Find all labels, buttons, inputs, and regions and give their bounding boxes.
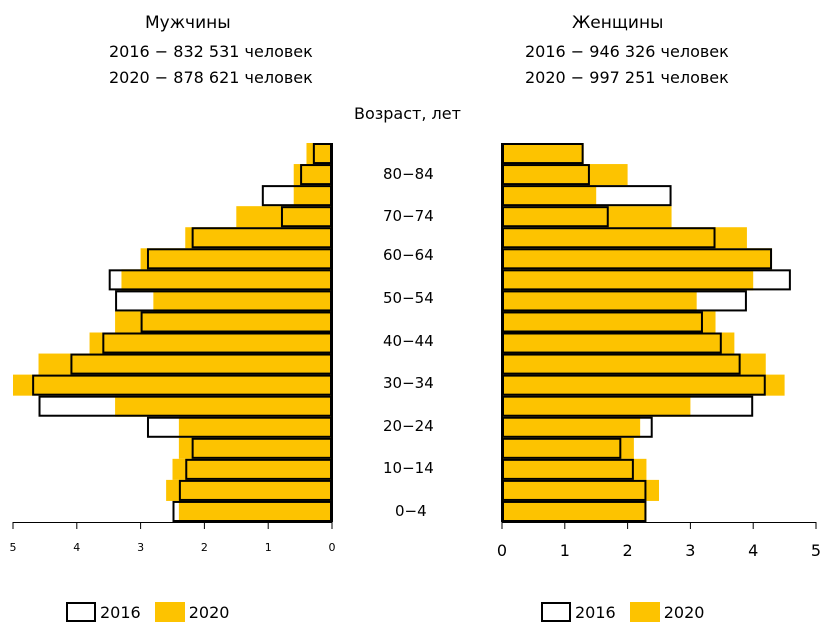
men-bar-2020 [115,311,332,333]
women-bar-2020 [502,458,647,480]
men-bar-2020 [293,164,332,186]
men-x-tick-label: 4 [73,541,80,554]
women-bar-2020 [502,185,597,207]
women-bar-2020 [502,479,659,501]
women-x-tick-label: 5 [811,541,821,560]
women-bar-2020 [502,164,628,186]
men-bar-2020 [38,353,333,375]
women-total-2020: 2020 − 997 251 человек [525,68,729,87]
men-x-tick-label: 1 [265,541,272,554]
men-total-2020: 2020 − 878 621 человек [109,68,313,87]
legend-2020-swatch [629,602,660,622]
men-bar-2020 [172,458,332,480]
men-bar-2020 [306,143,332,165]
men-x-tick-label: 3 [137,541,144,554]
women-bar-2020 [502,143,584,165]
age-label: 40−44 [383,332,434,350]
men-bar-2020 [115,395,332,417]
men-bar-2020 [178,500,332,522]
women-bar-2020 [502,374,785,396]
men-bar-2020 [89,332,332,354]
men-bar-2020 [293,185,332,207]
age-label: 30−34 [383,374,434,392]
women-bar-2020 [502,248,773,270]
legend-2016-swatch [541,602,571,622]
women-bar-2020 [502,395,691,417]
men-bar-2020 [166,479,332,501]
women-title: Женщины [572,13,664,33]
women-bar-2020 [502,290,697,312]
men-title: Мужчины [145,13,231,33]
legend-2020-label: 2020 [188,602,230,622]
legend-2016-label: 2016 [575,602,616,622]
women-x-tick-label: 1 [560,541,570,560]
legend-2020-swatch [154,602,185,622]
age-axis-title: Возраст, лет [354,104,461,123]
women-x-tick-label: 4 [748,541,758,560]
men-x-tick-label: 0 [329,541,336,554]
men-bar-2020 [185,227,332,249]
men-x-tick-label: 5 [10,541,17,554]
age-label: 10−14 [383,459,434,477]
men-bar-2020 [140,248,332,270]
women-total-2016: 2016 − 946 326 человек [525,42,729,61]
women-x-tick-label: 3 [685,541,695,560]
women-bar-2020 [502,227,747,249]
women-bar-2020 [502,353,766,375]
men-x-tick-label: 2 [201,541,208,554]
women-bar-2020 [502,437,634,459]
age-label: 60−64 [383,246,434,264]
men-bar-2020 [153,290,332,312]
women-bar-2020 [502,311,716,333]
women-legend: 2016 2020 [541,602,704,622]
men-bar-2020 [236,206,332,228]
age-label: 0−4 [395,502,427,520]
women-bar-2020 [502,206,672,228]
women-bar-2020 [502,269,754,291]
women-x-tick-label: 2 [623,541,633,560]
men-bar-2020 [121,269,333,291]
women-bar-2020 [502,332,735,354]
age-label: 70−74 [383,207,434,225]
age-label: 50−54 [383,289,434,307]
women-bar-2020 [502,500,647,522]
men-bar-2020 [178,437,332,459]
legend-2020-label: 2020 [663,602,705,622]
age-label: 80−84 [383,165,434,183]
men-bar-2020 [13,374,332,396]
age-label: 20−24 [383,417,434,435]
women-x-tick-label: 0 [497,541,507,560]
women-bar-2020 [502,416,641,438]
men-bar-2020 [178,416,332,438]
men-total-2016: 2016 − 832 531 человек [109,42,313,61]
men-legend: 2016 2020 [66,602,229,622]
legend-2016-swatch [66,602,96,622]
legend-2016-label: 2016 [100,602,141,622]
